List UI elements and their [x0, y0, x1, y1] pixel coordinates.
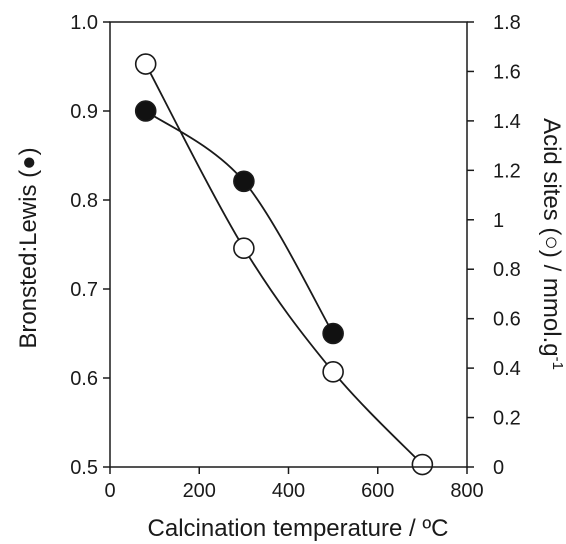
y-right-tick-label: 1.2 [493, 160, 521, 182]
y-right-tick-label: 1.8 [493, 12, 521, 34]
y-right-tick-label: 0 [493, 457, 504, 479]
acid-sites-point [233, 237, 255, 260]
y-left-tick-label: 0.5 [70, 457, 98, 479]
plot-frame [109, 21, 468, 468]
data-markers [134, 53, 434, 476]
x-tick-label: 800 [450, 480, 483, 502]
y-axis-right-title: Acid sites (○) / mmol.g-1 [538, 118, 566, 370]
x-tick-label: 0 [104, 480, 115, 502]
y-right-tick-label: 0.4 [493, 358, 521, 380]
x-tick-label: 600 [361, 480, 394, 502]
y-axis-right-title-superscript: -1 [549, 357, 566, 370]
series-0-curve [145, 110, 334, 334]
x-axis-title: Calcination temperature / ºC [148, 515, 449, 542]
y-axis-right: 0 0.2 0.4 0.6 0.8 1 1.2 1.4 1.6 1.8 [467, 12, 521, 479]
y-right-tick-label: 1.4 [493, 111, 521, 133]
bronsted-lewis-point [322, 322, 344, 345]
fit-curves [144, 63, 424, 466]
y-axis-left-title: Bronsted:Lewis (●) [15, 147, 42, 348]
acid-sites-point [322, 361, 344, 383]
y-right-tick-label: 1 [493, 210, 504, 232]
y-left-tick-label: 0.7 [70, 279, 98, 301]
y-right-tick-label: 0.6 [493, 309, 521, 331]
y-axis-right-title-main: Acid sites (○) / mmol.g [538, 118, 565, 357]
series-1-curve [144, 63, 424, 466]
y-axis-left: 0.5 0.6 0.7 0.8 0.9 1.0 [70, 12, 110, 479]
x-axis: 0 200 400 600 800 [104, 467, 484, 502]
y-left-tick-label: 1.0 [70, 12, 98, 34]
x-tick-label: 400 [272, 480, 305, 502]
acid-sites-point [411, 453, 434, 476]
y-right-tick-label: 1.6 [493, 61, 521, 83]
y-left-tick-label: 0.6 [70, 368, 98, 390]
acid-sites-point [134, 53, 157, 75]
y-right-tick-label: 0.2 [493, 408, 521, 430]
x-tick-label: 200 [183, 480, 216, 502]
bronsted-lewis-point [233, 170, 255, 193]
y-right-tick-label: 0.8 [493, 259, 521, 281]
bronsted-lewis-point [134, 100, 157, 122]
y-left-tick-label: 0.8 [70, 190, 98, 212]
y-left-tick-label: 0.9 [70, 101, 98, 123]
